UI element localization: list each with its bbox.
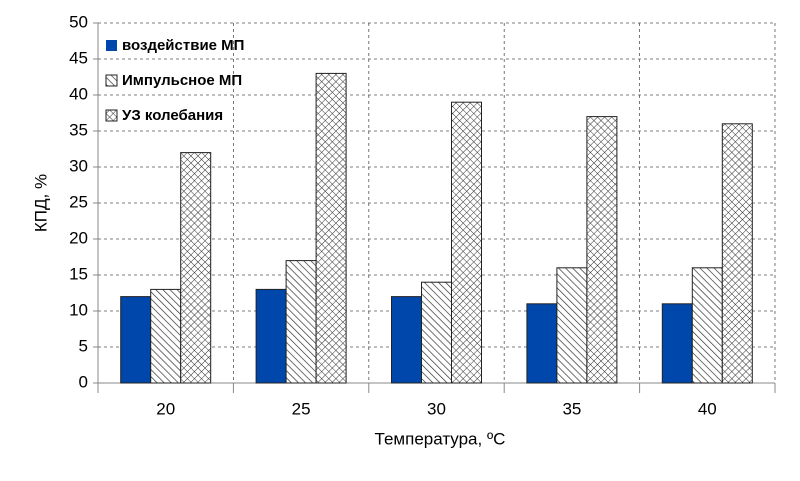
bar [255,288,287,384]
legend-swatch [106,40,117,51]
bar [285,260,317,384]
bar [421,281,452,384]
bar [120,296,152,384]
y-tick-label: 35 [69,120,88,139]
bar [180,152,212,384]
x-tick-label: 40 [698,399,717,418]
bar [391,296,422,384]
bar [556,267,588,384]
bar [451,101,482,384]
bar [661,303,693,384]
x-tick-label: 25 [292,399,311,418]
y-tick-label: 30 [69,156,88,175]
bar [150,288,182,384]
legend-label: УЗ колебания [122,107,223,124]
legend-swatch [105,109,118,122]
y-tick-label: 15 [69,264,88,283]
bar [721,123,753,384]
y-tick-label: 0 [79,372,88,391]
y-tick-label: 20 [69,228,88,247]
legend-swatch [105,74,118,87]
legend-label: Импульсное МП [122,72,242,89]
y-axis-label: КПД, % [31,174,50,232]
bar [526,303,558,384]
x-tick-label: 35 [562,399,581,418]
bar [586,116,618,384]
y-tick-label: 5 [79,336,88,355]
y-tick-label: 10 [69,300,88,319]
bar [691,267,723,384]
legend-label: воздействие МП [122,37,244,54]
y-tick-label: 25 [69,192,88,211]
x-tick-label: 30 [427,399,446,418]
x-tick-label: 20 [156,399,175,418]
y-tick-label: 50 [69,12,88,31]
y-tick-label: 40 [69,84,88,103]
bar [315,72,347,384]
y-tick-label: 45 [69,48,88,67]
x-axis-label: Температура, ºC [375,429,506,448]
